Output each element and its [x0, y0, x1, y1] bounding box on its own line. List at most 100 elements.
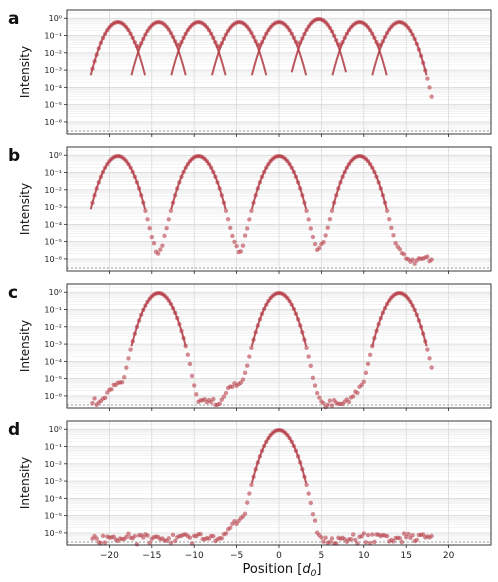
x-tick-label: −15: [142, 551, 161, 561]
data-point: [143, 32, 148, 37]
data-point: [291, 35, 297, 40]
data-point: [412, 261, 417, 266]
x-tick-label: −10: [185, 551, 204, 561]
data-point: [151, 240, 157, 246]
data-point: [251, 337, 256, 342]
data-point: [401, 252, 407, 257]
data-point: [384, 301, 390, 307]
data-point: [147, 540, 152, 546]
y-tick-label: 10⁻⁶: [44, 392, 62, 401]
data-point: [304, 27, 309, 33]
data-point: [418, 53, 424, 59]
data-point: [261, 169, 267, 175]
data-point: [378, 42, 383, 48]
data-point: [351, 394, 356, 399]
panel-label: a: [8, 9, 19, 29]
data-point: [219, 41, 224, 46]
data-point: [378, 186, 383, 191]
data-point: [300, 193, 305, 198]
data-point: [130, 169, 135, 175]
data-point: [247, 491, 252, 496]
data-point: [317, 245, 322, 251]
data-point: [249, 30, 254, 36]
data-point: [247, 27, 252, 32]
data-point: [363, 540, 369, 545]
data-point: [353, 537, 358, 543]
data-point: [295, 454, 301, 459]
data-point: [249, 208, 254, 214]
data-point: [166, 27, 171, 32]
data-point: [340, 39, 345, 45]
data-point: [134, 180, 140, 185]
data-point: [295, 180, 301, 185]
data-point: [312, 518, 318, 523]
data-point: [261, 35, 267, 41]
data-point: [414, 312, 419, 318]
data-point: [223, 208, 229, 213]
data-point: [367, 540, 373, 546]
data-point: [372, 336, 377, 341]
data-point: [298, 186, 303, 191]
data-point: [253, 467, 258, 472]
data-point: [177, 322, 182, 327]
data-point: [408, 299, 413, 305]
data-point: [387, 217, 392, 222]
data-point: [219, 193, 224, 198]
data-point: [418, 324, 424, 329]
data-point: [420, 331, 426, 336]
data-point: [342, 35, 347, 41]
data-point: [90, 66, 95, 72]
data-point: [346, 399, 352, 405]
y-tick-label: 10⁻¹: [44, 306, 62, 315]
data-point: [211, 534, 216, 539]
data-point: [425, 347, 430, 352]
data-point: [172, 538, 178, 544]
data-point: [158, 247, 163, 252]
data-point: [351, 532, 356, 537]
x-axis-label-close: ]: [316, 562, 321, 577]
data-point: [348, 537, 354, 542]
data-point: [141, 535, 146, 540]
data-point: [416, 47, 422, 52]
y-tick-label: 10⁻⁶: [44, 255, 62, 264]
data-point: [247, 217, 252, 222]
data-point: [208, 31, 214, 36]
data-point: [325, 402, 330, 407]
data-point: [302, 337, 307, 342]
y-tick-label: 10⁻³: [44, 477, 62, 486]
data-point: [308, 500, 313, 506]
data-point: [160, 243, 165, 248]
panel-label: b: [8, 146, 20, 166]
x-axis-label-sub: 0: [311, 569, 317, 579]
data-point: [334, 38, 339, 43]
data-point: [170, 200, 176, 205]
data-point: [423, 339, 428, 344]
data-point: [304, 482, 309, 488]
data-point: [378, 315, 383, 321]
data-point: [230, 384, 235, 390]
data-point: [412, 36, 417, 42]
data-point: [427, 85, 432, 90]
data-point: [308, 226, 313, 231]
data-point: [327, 25, 333, 31]
data-point: [361, 379, 366, 384]
data-point: [425, 76, 430, 81]
data-point: [102, 540, 108, 545]
data-point: [321, 239, 326, 245]
data-point: [187, 361, 193, 367]
data-point: [253, 330, 258, 335]
data-point: [331, 33, 337, 38]
panel-c: 10⁰ 10⁻¹ 10⁻² 10⁻³ 10⁻⁴ 10⁻⁵ 10⁻⁶ c Intensity: [8, 283, 492, 411]
y-tick-label: 10⁻²: [44, 49, 62, 58]
data-point: [414, 41, 419, 47]
data-point: [128, 347, 133, 352]
y-axis-label: Intensity: [18, 457, 32, 509]
data-point: [238, 380, 244, 385]
data-point: [136, 186, 142, 191]
data-point: [92, 59, 97, 64]
data-point: [410, 257, 415, 262]
data-point: [213, 40, 218, 45]
data-point: [370, 344, 375, 349]
y-tick-label: 10⁰: [49, 14, 62, 23]
data-point: [406, 296, 411, 301]
